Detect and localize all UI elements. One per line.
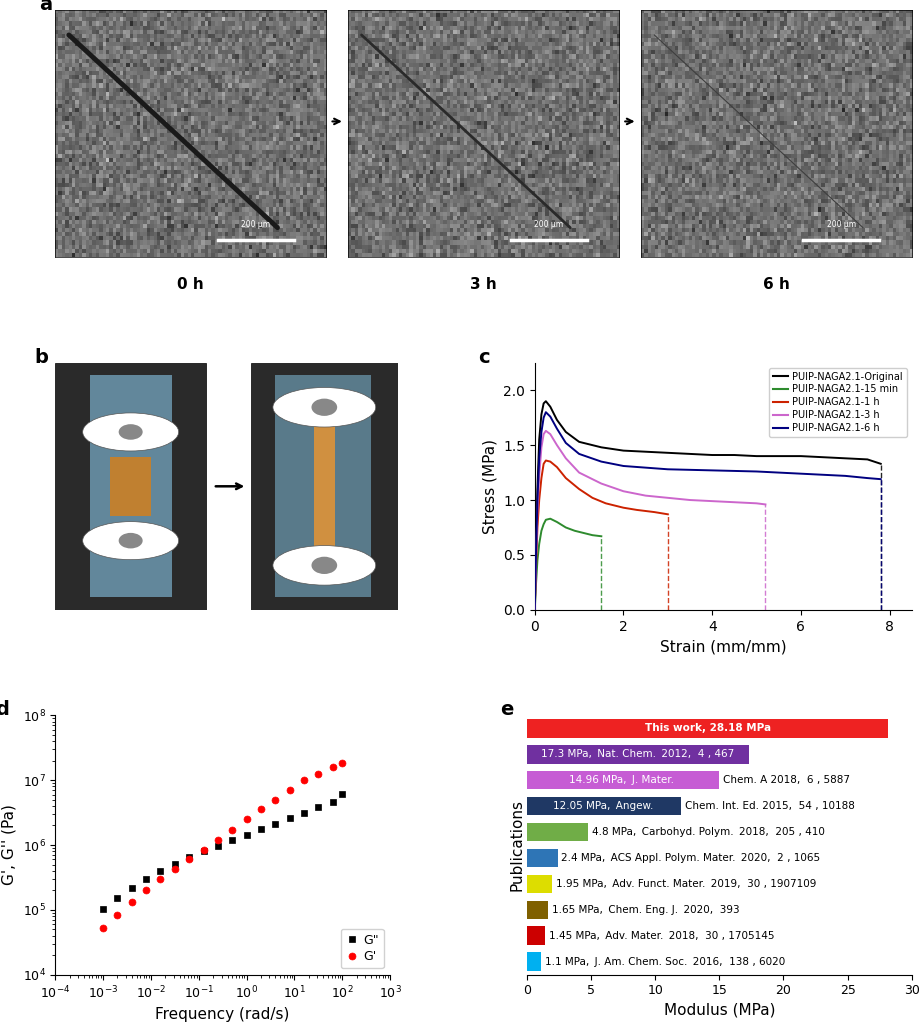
G" (313, 801, 324, 814)
G' (337, 756, 348, 768)
G' (169, 863, 181, 875)
X-axis label: Frequency (rad/s): Frequency (rad/s) (156, 1007, 290, 1022)
Bar (527, 849, 557, 867)
Text: e: e (500, 700, 513, 719)
Bar (527, 901, 548, 919)
Text: 17.3 MPa,  Nat. Chem.  2012,  4 , 467: 17.3 MPa, Nat. Chem. 2012, 4 , 467 (542, 749, 734, 759)
Text: d: d (0, 700, 9, 719)
Text: 1.95 MPa,  Adv. Funct. Mater.  2019,  30 , 1907109: 1.95 MPa, Adv. Funct. Mater. 2019, 30 , … (555, 879, 816, 889)
Ellipse shape (273, 388, 376, 427)
Text: 200 μm: 200 μm (534, 220, 563, 229)
Bar (314, 418, 334, 555)
Text: 1.45 MPa,  Adv. Mater.  2018,  30 , 1705145: 1.45 MPa, Adv. Mater. 2018, 30 , 1705145 (549, 931, 775, 941)
G' (126, 896, 137, 908)
Text: This work, 28.18 MPa: This work, 28.18 MPa (645, 723, 771, 734)
X-axis label: Modulus (MPa): Modulus (MPa) (663, 1003, 775, 1018)
Text: 200 μm: 200 μm (241, 220, 271, 229)
G' (270, 793, 281, 805)
G' (98, 921, 109, 934)
G" (155, 865, 166, 877)
Ellipse shape (119, 424, 143, 440)
Text: 12.05 MPa,  Angew.: 12.05 MPa, Angew. (553, 801, 656, 812)
G" (241, 829, 252, 841)
G' (241, 813, 252, 825)
Text: 6 h: 6 h (763, 277, 789, 292)
Text: a: a (39, 0, 52, 14)
G" (255, 823, 266, 835)
Ellipse shape (119, 532, 143, 549)
Text: 2.4 MPa,  ACS Appl. Polym. Mater.  2020,  2 , 1065: 2.4 MPa, ACS Appl. Polym. Mater. 2020, 2… (562, 853, 821, 863)
Y-axis label: Publications: Publications (509, 799, 524, 891)
G" (213, 840, 224, 853)
Text: 1.1 MPa,  J. Am. Chem. Soc.  2016,  138 , 6020: 1.1 MPa, J. Am. Chem. Soc. 2016, 138 , 6… (544, 956, 785, 966)
G' (183, 853, 194, 865)
Bar (527, 926, 545, 945)
Bar (89, 376, 172, 597)
Bar (527, 952, 541, 971)
Y-axis label: G', G'' (Pa): G', G'' (Pa) (2, 804, 17, 885)
G' (198, 843, 209, 856)
Line: G': G' (99, 759, 345, 932)
Text: 0 h: 0 h (178, 277, 204, 292)
Text: b: b (35, 348, 49, 367)
Bar (527, 797, 682, 816)
G' (155, 872, 166, 884)
Ellipse shape (273, 546, 376, 585)
G" (337, 788, 348, 800)
Legend: G", G': G", G' (341, 929, 384, 969)
FancyBboxPatch shape (251, 363, 398, 609)
G" (126, 882, 137, 895)
Bar (527, 874, 552, 894)
G" (98, 903, 109, 915)
Text: 1.65 MPa,  Chem. Eng. J.  2020,  393: 1.65 MPa, Chem. Eng. J. 2020, 393 (552, 905, 740, 915)
FancyBboxPatch shape (55, 363, 206, 609)
G" (270, 818, 281, 830)
Text: c: c (478, 348, 490, 367)
G' (313, 767, 324, 780)
Text: Chem. Int. Ed. 2015,  54 , 10188: Chem. Int. Ed. 2015, 54 , 10188 (685, 801, 856, 812)
Ellipse shape (311, 557, 337, 574)
Text: 200 μm: 200 μm (827, 220, 856, 229)
Bar (527, 823, 589, 841)
G" (298, 806, 309, 819)
Bar (527, 719, 889, 738)
G' (141, 884, 152, 897)
Bar (527, 771, 718, 789)
G' (112, 909, 123, 921)
G" (327, 795, 338, 807)
Ellipse shape (83, 521, 179, 559)
G' (298, 774, 309, 786)
G" (284, 812, 295, 824)
G' (284, 784, 295, 796)
Ellipse shape (311, 399, 337, 416)
Bar (274, 376, 370, 597)
Text: Chem. A 2018,  6 , 5887: Chem. A 2018, 6 , 5887 (723, 776, 850, 785)
Text: 3 h: 3 h (470, 277, 497, 292)
G" (227, 834, 238, 846)
G' (255, 803, 266, 816)
Line: G": G" (99, 791, 345, 912)
G" (183, 851, 194, 863)
Text: 14.96 MPa,  J. Mater.: 14.96 MPa, J. Mater. (569, 776, 676, 785)
G" (112, 892, 123, 904)
G" (198, 845, 209, 858)
Bar (111, 457, 151, 516)
G" (141, 873, 152, 885)
Bar (527, 745, 749, 763)
X-axis label: Strain (mm/mm): Strain (mm/mm) (660, 639, 787, 655)
G" (169, 858, 181, 870)
Y-axis label: Stress (MPa): Stress (MPa) (483, 439, 497, 534)
Ellipse shape (83, 412, 179, 451)
Legend: PUIP-NAGA2.1-Original, PUIP-NAGA2.1-15 min, PUIP-NAGA2.1-1 h, PUIP-NAGA2.1-3 h, : PUIP-NAGA2.1-Original, PUIP-NAGA2.1-15 m… (769, 367, 907, 437)
G' (327, 761, 338, 774)
Text: 4.8 MPa,  Carbohyd. Polym.  2018,  205 , 410: 4.8 MPa, Carbohyd. Polym. 2018, 205 , 41… (592, 827, 825, 837)
G' (227, 824, 238, 836)
G' (213, 834, 224, 846)
